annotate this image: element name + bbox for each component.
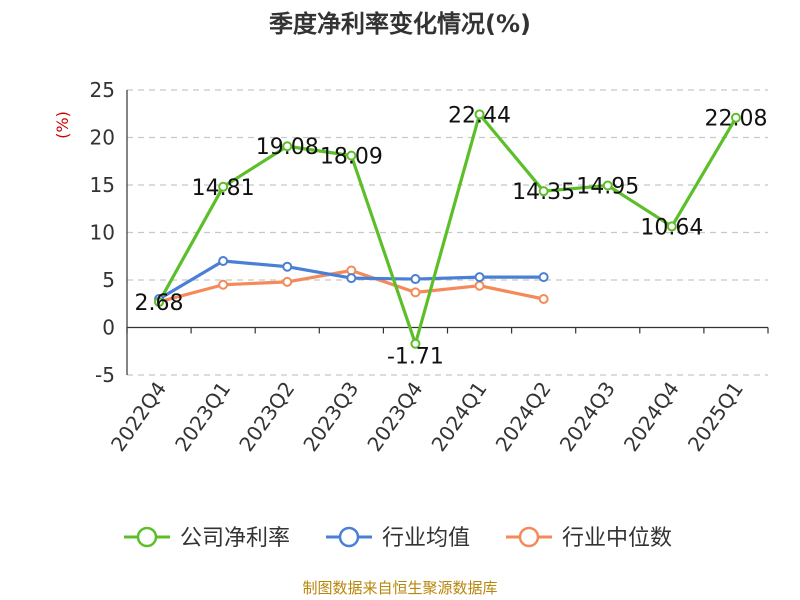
data-point (538, 294, 549, 304)
legend-marker (338, 526, 360, 548)
x-tick-label: 2024Q3 (555, 377, 620, 456)
x-tick-label: 2025Q1 (683, 377, 748, 456)
legend-label: 行业中位数 (562, 526, 672, 551)
x-tick-label: 2024Q1 (426, 377, 491, 456)
y-tick-label: 10 (90, 221, 115, 245)
y-tick-label: 25 (90, 78, 115, 102)
data-point (218, 279, 229, 290)
chart-title: 季度净利率变化情况(%) (269, 10, 531, 38)
y-tick-label: -5 (95, 363, 115, 387)
data-label: 18.09 (320, 145, 383, 170)
x-tick-label: 2023Q3 (298, 377, 363, 456)
data-label: 22.44 (448, 103, 511, 128)
data-point (346, 273, 357, 284)
data-label: 22.08 (704, 107, 767, 132)
data-label: 14.35 (512, 180, 575, 205)
x-tick-label: 2023Q1 (170, 377, 235, 456)
data-point (410, 338, 421, 349)
data-point (410, 274, 421, 285)
x-tick-label: 2024Q4 (619, 377, 684, 456)
data-point (218, 181, 229, 192)
y-tick-label: 5 (102, 268, 115, 292)
x-tick-label: 2024Q2 (491, 377, 556, 456)
series-line-0 (157, 112, 738, 346)
data-point (602, 180, 613, 191)
y-tick-label: 15 (90, 173, 115, 197)
data-label: 14.95 (576, 174, 639, 199)
data-label: -1.71 (387, 345, 444, 370)
data-point (282, 261, 293, 272)
data-point (154, 297, 165, 308)
y-tick-label: 20 (90, 126, 115, 150)
data-point (538, 272, 549, 283)
x-tick-label: 2023Q2 (234, 377, 299, 456)
legend-label: 公司净利率 (180, 526, 290, 551)
data-point (410, 287, 421, 298)
source-note: 制图数据来自恒生聚源数据库 (302, 579, 497, 597)
data-label: 2.68 (135, 291, 184, 316)
legend-marker (136, 526, 158, 548)
legend-marker (518, 526, 540, 548)
data-label: 10.64 (640, 215, 703, 240)
data-label: 19.08 (256, 135, 319, 160)
data-label: 14.81 (192, 176, 255, 201)
data-point (474, 272, 485, 283)
x-tick-label: 2023Q4 (362, 377, 427, 456)
data-point (474, 109, 485, 120)
data-point (666, 221, 677, 232)
data-point (538, 186, 549, 197)
data-point (730, 112, 741, 123)
data-point (282, 141, 293, 152)
y-tick-label: 0 (102, 316, 115, 340)
data-point (474, 280, 485, 291)
legend-label: 行业均值 (382, 526, 470, 551)
x-tick-label: 2022Q4 (106, 377, 171, 456)
data-point (218, 256, 229, 266)
data-point (282, 276, 293, 287)
data-point (346, 150, 357, 161)
y-axis-unit: (%) (53, 111, 72, 139)
